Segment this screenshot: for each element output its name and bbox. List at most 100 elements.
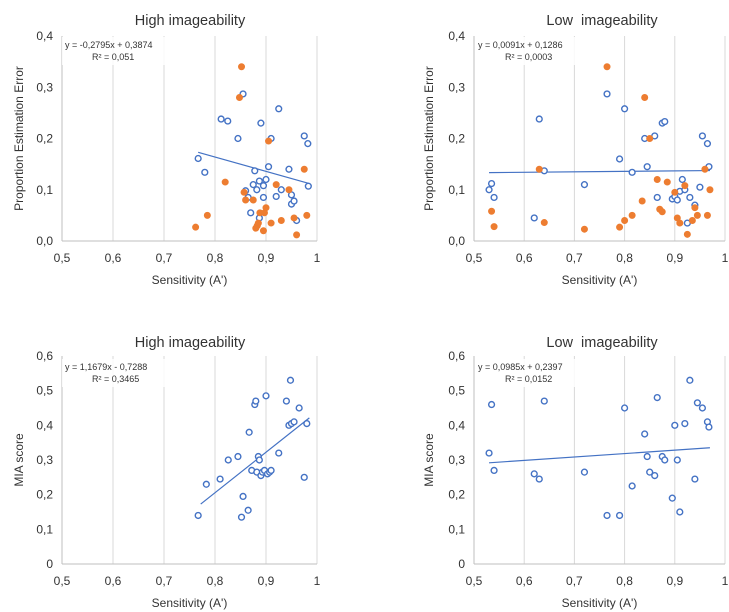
y-tick-label: 0 bbox=[46, 557, 53, 571]
x-tick-label: 0,8 bbox=[616, 251, 633, 265]
data-point-hollow bbox=[671, 421, 679, 429]
data-point-hollow bbox=[304, 182, 312, 190]
data-point-hollow bbox=[252, 397, 260, 405]
data-point-hollow bbox=[303, 420, 311, 428]
data-point-hollow bbox=[628, 168, 636, 176]
data-point-hollow bbox=[290, 418, 298, 426]
data-point-hollow bbox=[661, 117, 669, 126]
data-point-hollow bbox=[285, 165, 293, 173]
x-axis-label: Sensitivity (A') bbox=[562, 596, 638, 610]
data-point-hollow bbox=[277, 186, 285, 194]
data-point-filled bbox=[681, 182, 689, 190]
data-point-hollow bbox=[216, 475, 224, 483]
data-point-filled bbox=[540, 219, 548, 227]
chart-panel: 0,5 0,6 0,7 0,8 0,9 1 0,0 0,1 0,2 0,3 0,4 High imag… bbox=[12, 13, 321, 287]
data-point-hollow bbox=[202, 480, 210, 488]
data-point-filled bbox=[290, 214, 298, 222]
equation-box bbox=[475, 37, 590, 65]
data-point-filled bbox=[683, 230, 691, 238]
data-point-hollow bbox=[705, 423, 713, 431]
data-point-hollow bbox=[661, 456, 669, 464]
data-point-filled bbox=[616, 223, 624, 231]
x-tick-label: 0,9 bbox=[258, 251, 275, 265]
y-tick-label: 0,5 bbox=[36, 384, 53, 398]
x-tick-label: 0,7 bbox=[566, 574, 583, 588]
data-point-hollow bbox=[686, 193, 694, 202]
trendline bbox=[489, 447, 710, 464]
data-point-hollow bbox=[244, 506, 252, 514]
regression-equation: y = 0,0091x + 0,1286 bbox=[478, 40, 563, 50]
equation-box bbox=[62, 359, 180, 387]
y-tick-label: 0,4 bbox=[448, 29, 465, 43]
data-point-filled bbox=[242, 196, 250, 204]
data-point-hollow bbox=[535, 115, 543, 123]
data-point-hollow bbox=[540, 397, 548, 405]
y-tick-label: 0,1 bbox=[36, 183, 53, 197]
data-point-hollow bbox=[620, 404, 629, 412]
y-tick-label: 0,3 bbox=[448, 80, 465, 94]
data-point-filled bbox=[701, 165, 709, 173]
data-point-hollow bbox=[676, 508, 684, 516]
data-point-hollow bbox=[267, 466, 275, 475]
data-point-filled bbox=[262, 204, 270, 212]
data-point-filled bbox=[621, 216, 629, 224]
data-point-filled bbox=[580, 225, 588, 233]
data-point-filled bbox=[293, 231, 301, 239]
data-point-hollow bbox=[703, 140, 712, 148]
data-point-hollow bbox=[653, 394, 661, 402]
x-tick-label: 0,5 bbox=[54, 251, 71, 265]
x-tick-label: 0,8 bbox=[207, 574, 224, 588]
data-point-hollow bbox=[641, 430, 649, 438]
x-tick-label: 1 bbox=[722, 574, 729, 588]
data-point-filled bbox=[490, 223, 498, 231]
data-point-filled bbox=[646, 134, 654, 142]
data-point-hollow bbox=[646, 468, 654, 476]
data-point-filled bbox=[238, 63, 246, 71]
data-point-hollow bbox=[282, 397, 291, 405]
data-point-hollow bbox=[194, 154, 202, 163]
y-tick-label: 0,2 bbox=[448, 132, 465, 146]
data-point-filled bbox=[628, 211, 636, 219]
data-point-hollow bbox=[224, 456, 232, 464]
data-point-hollow bbox=[620, 105, 629, 113]
y-tick-label: 0,4 bbox=[36, 29, 53, 43]
data-point-hollow bbox=[304, 140, 312, 148]
chart-panel: 0,5 0,6 0,7 0,8 0,9 1 0 0,1 0,2 0,3 0,4 0,5 0,6 Low i… bbox=[422, 335, 729, 610]
data-point-hollow bbox=[678, 175, 686, 184]
data-point-hollow bbox=[264, 163, 273, 171]
data-point-hollow bbox=[487, 400, 496, 409]
data-point-filled bbox=[235, 94, 243, 102]
x-tick-label: 0,8 bbox=[207, 251, 224, 265]
data-point-hollow bbox=[580, 181, 589, 189]
y-tick-label: 0,1 bbox=[448, 522, 465, 536]
data-point-hollow bbox=[237, 513, 246, 521]
x-tick-label: 1 bbox=[314, 574, 321, 588]
data-point-hollow bbox=[234, 452, 242, 461]
r-squared: R² = 0,3465 bbox=[92, 374, 139, 384]
x-tick-label: 0,5 bbox=[466, 574, 483, 588]
data-point-filled bbox=[303, 211, 311, 219]
data-point-filled bbox=[277, 216, 285, 224]
data-point-hollow bbox=[259, 182, 268, 190]
data-point-filled bbox=[259, 227, 267, 235]
x-tick-label: 0,9 bbox=[258, 574, 275, 588]
data-point-filled bbox=[203, 211, 211, 219]
data-point-filled bbox=[653, 175, 661, 183]
data-point-hollow bbox=[681, 420, 689, 428]
data-point-hollow bbox=[485, 449, 493, 457]
data-point-hollow bbox=[290, 197, 298, 205]
x-axis-label: Sensitivity (A') bbox=[152, 596, 228, 610]
chart-title: Low imageability bbox=[546, 13, 658, 29]
data-point-hollow bbox=[255, 177, 263, 185]
data-point-hollow bbox=[580, 468, 589, 476]
x-tick-label: 0,7 bbox=[156, 251, 173, 265]
x-tick-label: 0,6 bbox=[516, 574, 533, 588]
regression-equation: y = 1,1679x - 0,7288 bbox=[65, 362, 147, 372]
y-tick-label: 0,3 bbox=[36, 80, 53, 94]
data-point-hollow bbox=[668, 494, 676, 502]
x-tick-label: 0,5 bbox=[466, 251, 483, 265]
x-tick-label: 0,7 bbox=[156, 574, 173, 588]
data-point-hollow bbox=[603, 90, 611, 98]
regression-equation: y = 0,0985x + 0,2397 bbox=[478, 362, 563, 372]
